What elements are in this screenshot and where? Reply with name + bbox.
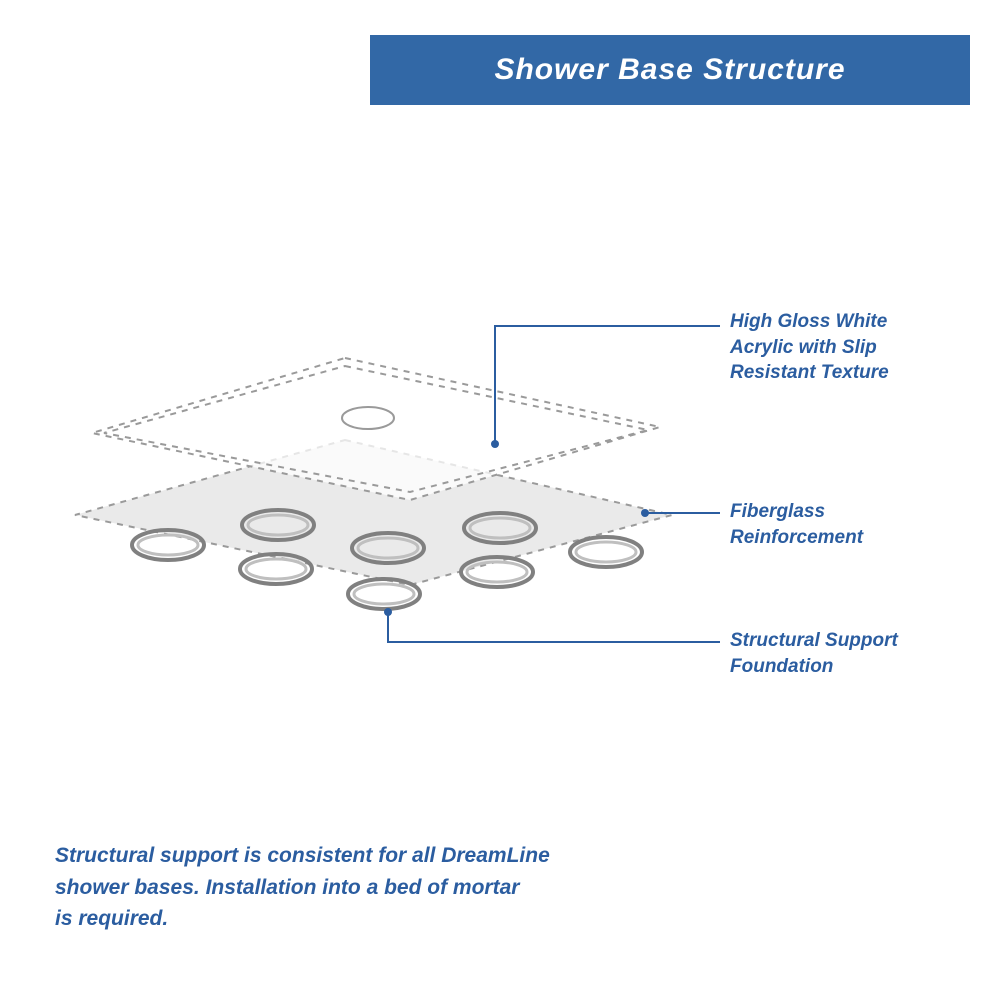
footer-note: Structural support is consistent for all… bbox=[55, 840, 550, 935]
callout-bottom-layer: Structural SupportFoundation bbox=[730, 628, 898, 679]
title-bar: Shower Base Structure bbox=[370, 35, 970, 105]
callout-top-layer: High Gloss WhiteAcrylic with SlipResista… bbox=[730, 309, 889, 386]
callout-mid-layer: FiberglassReinforcement bbox=[730, 499, 863, 550]
title-text: Shower Base Structure bbox=[494, 53, 845, 87]
